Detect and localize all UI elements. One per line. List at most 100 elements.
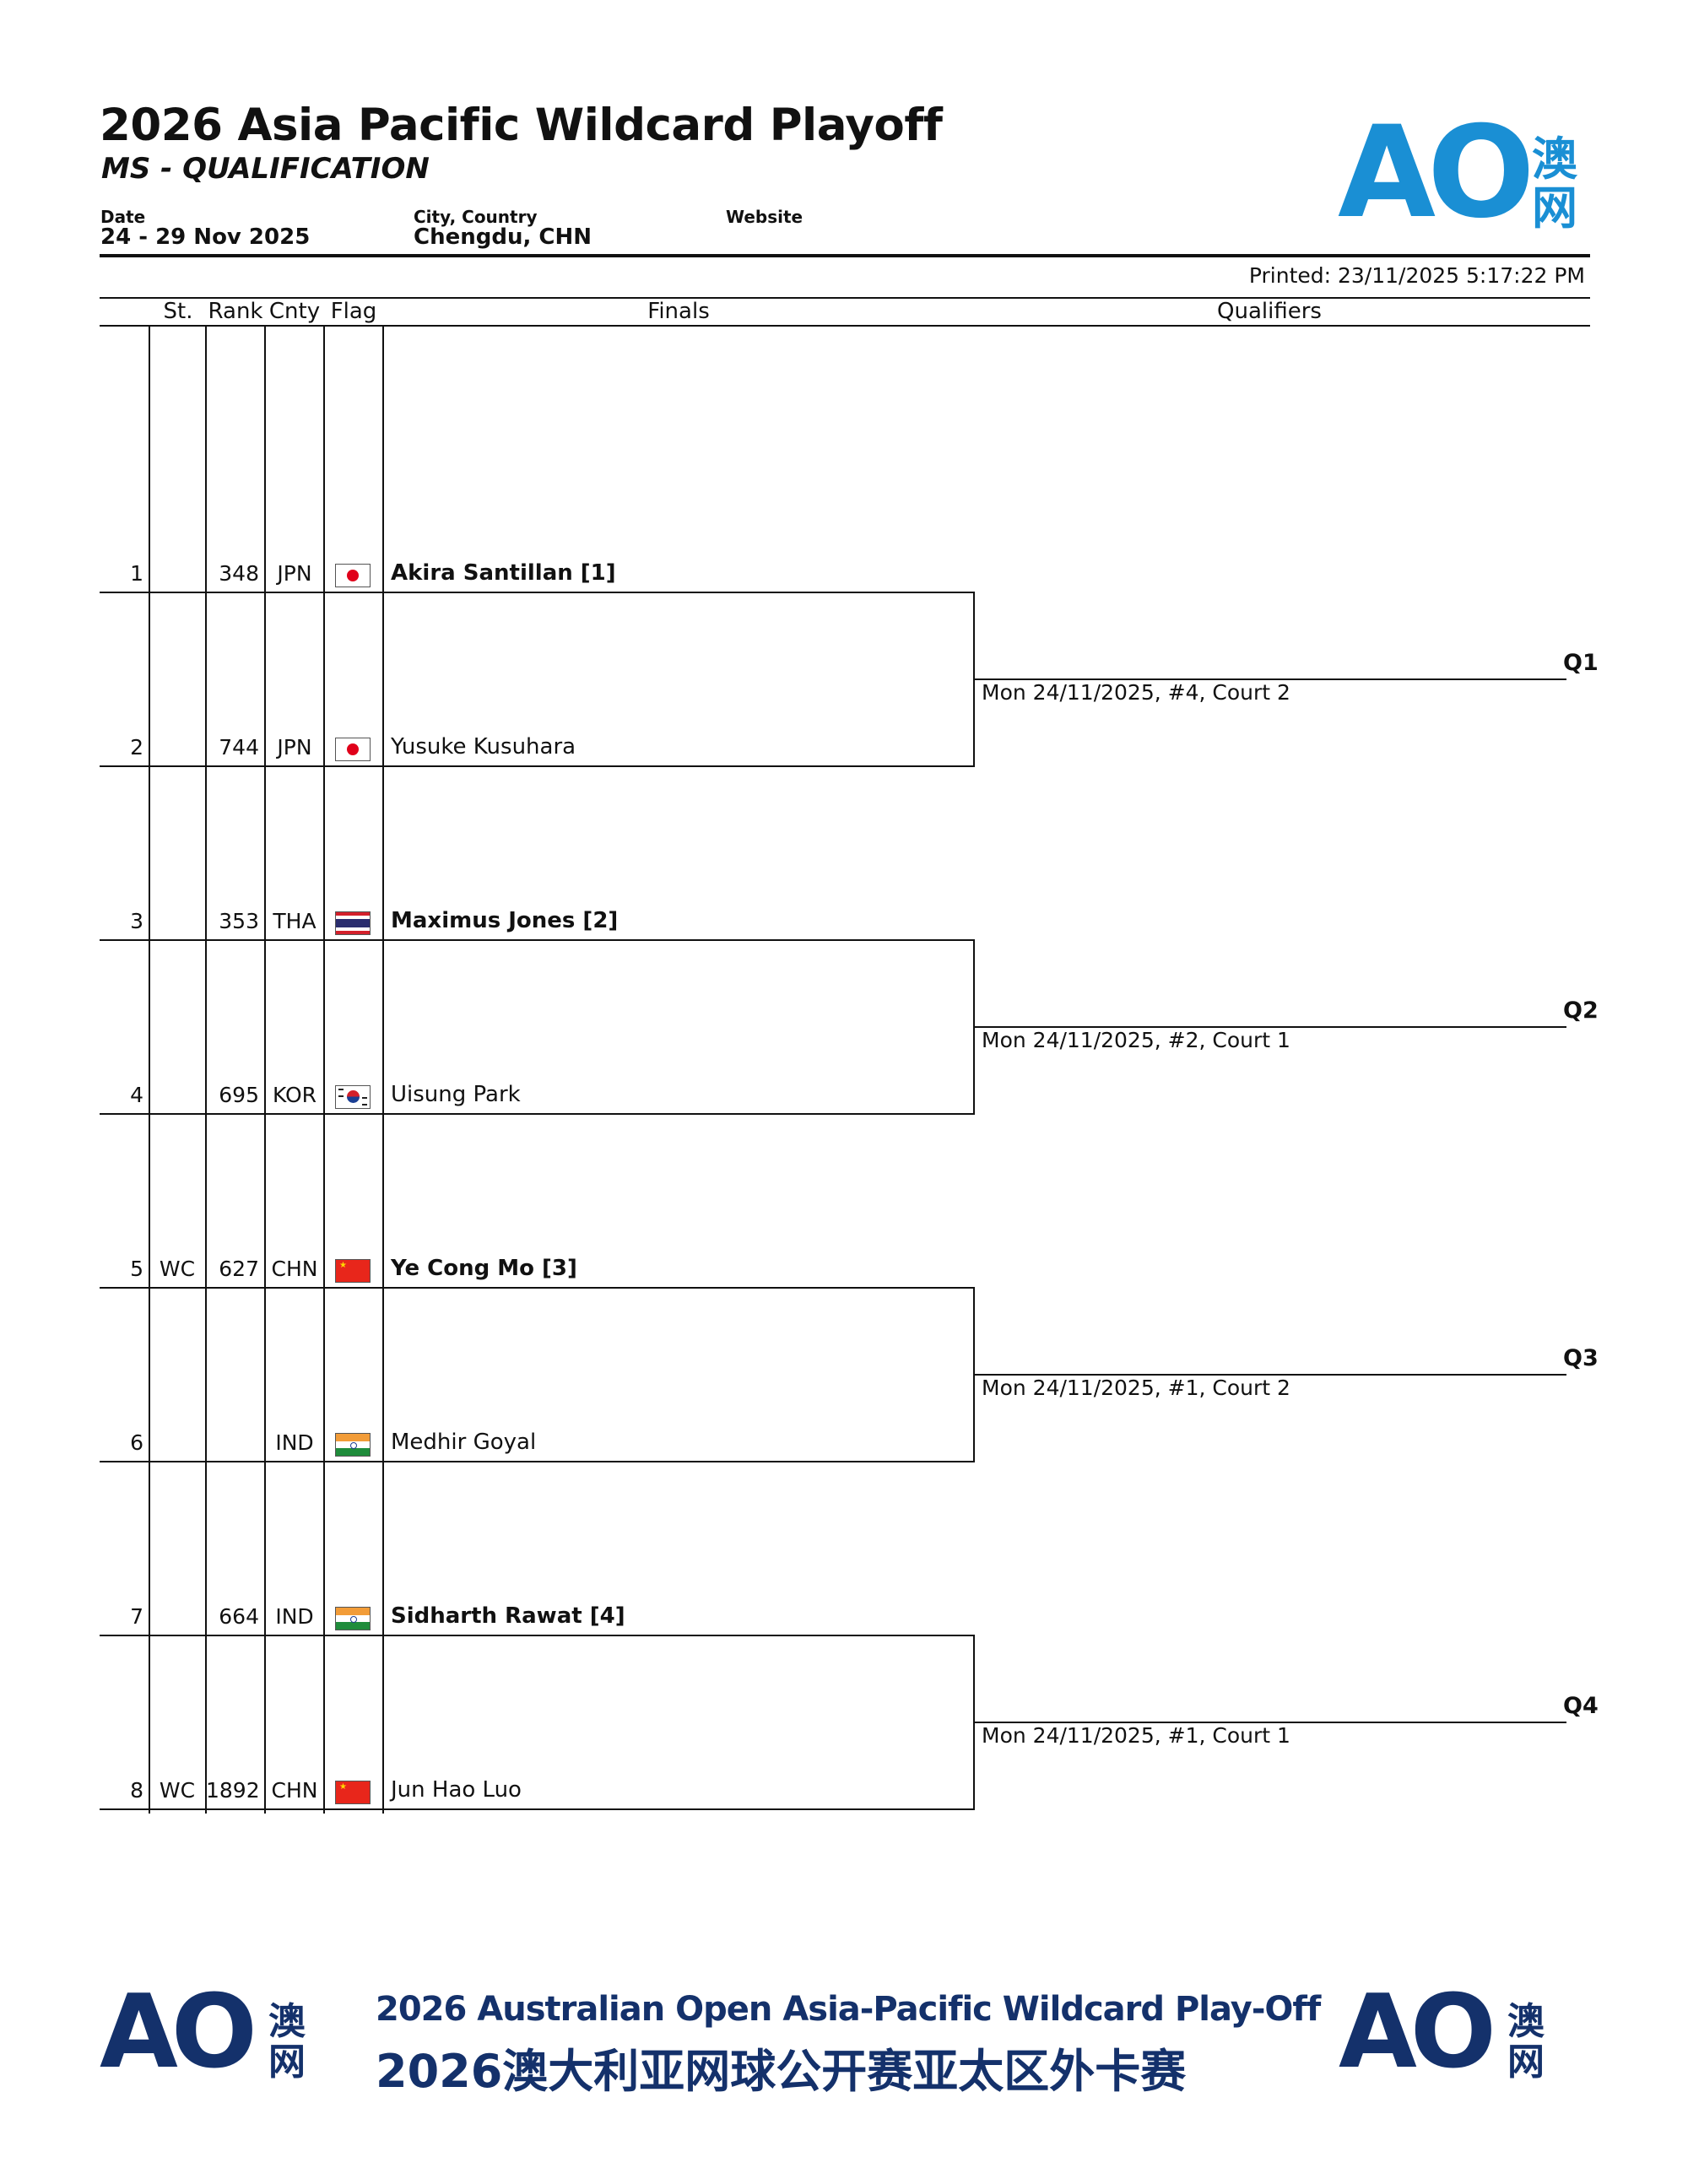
player-name: Ye Cong Mo [3] xyxy=(391,1256,577,1281)
qualifier-line xyxy=(974,1374,1566,1376)
player-name: Jun Hao Luo xyxy=(391,1777,522,1803)
col-header-cnty: Cnty xyxy=(268,299,321,324)
event-subtitle: MS - QUALIFICATION xyxy=(101,152,430,186)
india-flag-icon xyxy=(335,1433,371,1457)
col-header-finals: Finals xyxy=(647,299,710,324)
col-divider xyxy=(264,326,266,1814)
header-divider xyxy=(100,254,1590,257)
footer-event-name-cn: 2026澳大利亚网球公开赛亚太区外卡赛 xyxy=(376,2045,1187,2098)
player-country: CHN xyxy=(271,1257,318,1281)
col-header-rank: Rank xyxy=(208,299,263,324)
finals-line xyxy=(383,1113,974,1115)
player-rank: 353 xyxy=(219,909,259,933)
footer-ao-logo-text: AO xyxy=(1339,1974,1496,2091)
date-label: Date xyxy=(100,207,146,227)
footer-ao-logo-right: AO 澳 网 xyxy=(1339,1974,1558,2097)
date-value: 24 - 29 Nov 2025 xyxy=(100,224,311,250)
player-country: IND xyxy=(275,1430,314,1455)
match-schedule: Mon 24/11/2025, #4, Court 2 xyxy=(982,680,1290,705)
row-rule xyxy=(100,1287,383,1289)
entry-status: WC xyxy=(159,1778,196,1803)
qualifier-line xyxy=(974,1026,1566,1028)
col-divider xyxy=(382,326,384,1814)
player-name: Maximus Jones [2] xyxy=(391,908,619,933)
ao-logo-text: AO xyxy=(1338,100,1535,246)
website-label: Website xyxy=(726,207,803,227)
col-header-qualifiers: Qualifiers xyxy=(1217,299,1322,324)
col-divider xyxy=(149,326,150,1814)
footer-ao-cn-top: 澳 xyxy=(268,2000,306,2043)
match-schedule: Mon 24/11/2025, #2, Court 1 xyxy=(982,1028,1290,1052)
japan-flag-icon xyxy=(335,564,371,587)
player-country: IND xyxy=(275,1604,314,1629)
row-rule xyxy=(100,1461,383,1462)
footer-ao-cn-top: 澳 xyxy=(1507,2000,1545,2043)
finals-line xyxy=(383,592,974,593)
finals-line xyxy=(383,1808,974,1810)
player-name: Akira Santillan [1] xyxy=(391,560,616,586)
ao-logo: AO 澳 网 xyxy=(1338,100,1591,246)
match-schedule: Mon 24/11/2025, #1, Court 1 xyxy=(982,1723,1290,1748)
player-rank: 627 xyxy=(219,1257,259,1281)
footer-ao-logo-left: AO 澳 网 xyxy=(100,1974,319,2097)
player-name: Sidharth Rawat [4] xyxy=(391,1603,625,1629)
player-country: JPN xyxy=(277,735,312,760)
footer-ao-cn-bottom: 网 xyxy=(1507,2041,1545,2084)
player-country: JPN xyxy=(277,561,312,586)
qualifier-label: Q3 xyxy=(1563,1345,1599,1371)
table-header-bottom-rule xyxy=(100,325,1590,327)
india-flag-icon xyxy=(335,1607,371,1630)
footer-ao-logo-text: AO xyxy=(100,1974,257,2091)
footer-event-name-en: 2026 Australian Open Asia-Pacific Wildca… xyxy=(376,1990,1321,2029)
draw-position: 5 xyxy=(130,1257,143,1281)
draw-position: 7 xyxy=(130,1604,143,1629)
korea-flag-icon xyxy=(335,1085,371,1109)
draw-position: 8 xyxy=(130,1778,143,1803)
row-rule xyxy=(100,1635,383,1636)
col-divider xyxy=(323,326,325,1814)
draw-position: 4 xyxy=(130,1083,143,1107)
match-schedule: Mon 24/11/2025, #1, Court 2 xyxy=(982,1376,1290,1400)
qualifier-label: Q4 xyxy=(1563,1693,1599,1719)
city-label: City, Country xyxy=(414,207,538,227)
entry-status: WC xyxy=(159,1257,196,1281)
draw-position: 3 xyxy=(130,909,143,933)
qualifier-line xyxy=(974,1722,1566,1723)
player-name: Uisung Park xyxy=(391,1082,521,1107)
player-rank: 744 xyxy=(219,735,259,760)
row-rule xyxy=(100,939,383,941)
player-rank: 664 xyxy=(219,1604,259,1629)
finals-line xyxy=(383,1461,974,1462)
qualifier-line xyxy=(974,678,1566,680)
city-value: Chengdu, CHN xyxy=(414,224,592,250)
player-rank: 1892 xyxy=(206,1778,260,1803)
player-country: THA xyxy=(273,909,316,933)
col-header-st: St. xyxy=(163,299,193,324)
page-title: 2026 Asia Pacific Wildcard Playoff xyxy=(100,100,943,151)
player-name: Medhir Goyal xyxy=(391,1430,537,1455)
draw-position: 1 xyxy=(130,561,143,586)
draw-position: 2 xyxy=(130,735,143,760)
col-header-flag: Flag xyxy=(330,299,377,324)
qualifier-label: Q2 xyxy=(1563,997,1599,1024)
draw-position: 6 xyxy=(130,1430,143,1455)
row-rule xyxy=(100,1808,383,1810)
finals-line xyxy=(383,765,974,767)
ao-logo-cn-bottom: 网 xyxy=(1532,181,1577,235)
footer-ao-cn-bottom: 网 xyxy=(268,2041,306,2084)
player-rank: 695 xyxy=(219,1083,259,1107)
ao-logo-cn-top: 澳 xyxy=(1532,132,1577,186)
row-rule xyxy=(100,1113,383,1115)
player-country: CHN xyxy=(271,1778,318,1803)
japan-flag-icon xyxy=(335,738,371,761)
thailand-flag-icon xyxy=(335,911,371,935)
qualifier-label: Q1 xyxy=(1563,650,1599,676)
finals-line xyxy=(383,1635,974,1636)
col-divider xyxy=(205,326,207,1814)
table-header-top-rule xyxy=(100,297,1590,299)
player-country: KOR xyxy=(272,1083,317,1107)
china-flag-icon: ★ xyxy=(335,1781,371,1804)
player-rank: 348 xyxy=(219,561,259,586)
row-rule xyxy=(100,765,383,767)
finals-line xyxy=(383,939,974,941)
